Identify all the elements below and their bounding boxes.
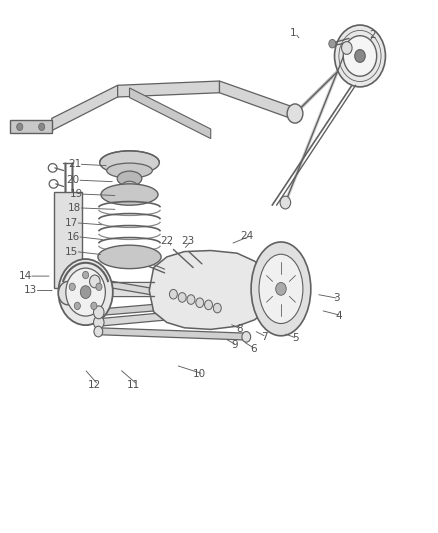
Circle shape: [279, 196, 290, 209]
Ellipse shape: [99, 151, 159, 174]
Circle shape: [343, 36, 376, 76]
Polygon shape: [129, 88, 210, 139]
Circle shape: [328, 39, 335, 48]
Circle shape: [267, 291, 278, 304]
Polygon shape: [98, 328, 246, 340]
Circle shape: [91, 302, 97, 310]
Circle shape: [89, 275, 100, 288]
Ellipse shape: [106, 163, 152, 178]
Circle shape: [69, 283, 75, 290]
Circle shape: [58, 281, 78, 305]
Ellipse shape: [98, 245, 161, 269]
Circle shape: [267, 300, 278, 313]
Circle shape: [341, 42, 351, 54]
Text: 11: 11: [127, 380, 140, 390]
Circle shape: [39, 123, 45, 131]
Circle shape: [213, 303, 221, 313]
Circle shape: [275, 282, 286, 295]
Text: 9: 9: [231, 341, 238, 350]
Text: 14: 14: [18, 271, 32, 281]
Text: 16: 16: [67, 232, 80, 241]
Circle shape: [187, 295, 194, 304]
Text: 10: 10: [193, 369, 206, 379]
Circle shape: [169, 289, 177, 299]
Polygon shape: [10, 120, 52, 133]
Text: 15: 15: [65, 247, 78, 256]
Text: 2: 2: [368, 30, 374, 39]
Circle shape: [82, 271, 88, 279]
Text: 22: 22: [160, 236, 173, 246]
Text: 12: 12: [88, 380, 101, 390]
Text: 1: 1: [289, 28, 296, 38]
Text: 19: 19: [69, 189, 82, 199]
Ellipse shape: [251, 242, 310, 336]
Circle shape: [178, 293, 186, 302]
Circle shape: [195, 298, 203, 308]
Text: 7: 7: [261, 332, 267, 342]
Circle shape: [204, 300, 212, 310]
Circle shape: [17, 123, 23, 131]
Text: 21: 21: [68, 159, 81, 169]
Ellipse shape: [101, 184, 158, 205]
Text: 6: 6: [250, 344, 256, 354]
Text: 5: 5: [291, 334, 298, 343]
Text: 17: 17: [65, 218, 78, 228]
Text: 18: 18: [68, 203, 81, 213]
Polygon shape: [149, 251, 267, 329]
Polygon shape: [98, 294, 272, 316]
Circle shape: [94, 326, 102, 337]
Circle shape: [80, 286, 91, 298]
Circle shape: [66, 268, 105, 316]
Ellipse shape: [121, 181, 137, 192]
Circle shape: [241, 332, 250, 342]
Text: 4: 4: [335, 311, 342, 320]
Circle shape: [286, 104, 302, 123]
Text: 23: 23: [180, 236, 194, 246]
Circle shape: [266, 306, 276, 319]
Circle shape: [354, 50, 364, 62]
Text: 8: 8: [236, 325, 242, 334]
Polygon shape: [54, 192, 82, 288]
Text: 13: 13: [24, 286, 37, 295]
Circle shape: [95, 283, 102, 290]
Polygon shape: [117, 81, 219, 97]
Polygon shape: [98, 303, 272, 326]
Text: 20: 20: [67, 175, 80, 185]
Ellipse shape: [117, 171, 141, 186]
Circle shape: [93, 316, 104, 329]
Circle shape: [74, 302, 80, 310]
Text: 24: 24: [240, 231, 253, 240]
Text: 3: 3: [333, 294, 339, 303]
Ellipse shape: [258, 254, 302, 324]
Polygon shape: [94, 278, 272, 316]
Circle shape: [334, 25, 385, 87]
Polygon shape: [52, 85, 117, 131]
Circle shape: [58, 259, 113, 325]
Polygon shape: [219, 81, 294, 120]
Circle shape: [93, 306, 104, 319]
